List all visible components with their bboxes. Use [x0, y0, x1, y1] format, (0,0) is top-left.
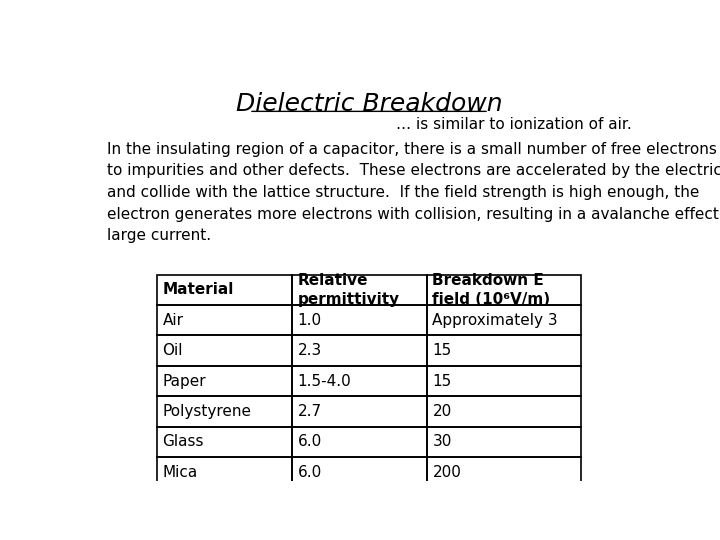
Text: 15: 15 [433, 374, 451, 388]
Text: Paper: Paper [163, 374, 206, 388]
Text: 200: 200 [433, 464, 462, 480]
Text: 6.0: 6.0 [297, 464, 322, 480]
Text: 1.0: 1.0 [297, 313, 322, 328]
Text: Glass: Glass [163, 434, 204, 449]
Text: Approximately 3: Approximately 3 [433, 313, 558, 328]
Text: Dielectric Breakdown: Dielectric Breakdown [235, 92, 503, 116]
Text: … is similar to ionization of air.: … is similar to ionization of air. [395, 117, 631, 132]
Text: 20: 20 [433, 404, 451, 419]
Text: Polystyrene: Polystyrene [163, 404, 251, 419]
Text: 2.3: 2.3 [297, 343, 322, 358]
Text: 1.5-4.0: 1.5-4.0 [297, 374, 351, 388]
Text: 2.7: 2.7 [297, 404, 322, 419]
Text: Mica: Mica [163, 464, 198, 480]
Text: Relative
permittivity: Relative permittivity [297, 273, 400, 307]
Text: 6.0: 6.0 [297, 434, 322, 449]
Text: Oil: Oil [163, 343, 183, 358]
Text: 15: 15 [433, 343, 451, 358]
Text: 30: 30 [433, 434, 451, 449]
Text: Air: Air [163, 313, 184, 328]
Text: In the insulating region of a capacitor, there is a small number of free electro: In the insulating region of a capacitor,… [107, 141, 720, 243]
Text: Breakdown E
field (10⁶V/m): Breakdown E field (10⁶V/m) [433, 273, 551, 307]
Text: Material: Material [163, 282, 234, 298]
